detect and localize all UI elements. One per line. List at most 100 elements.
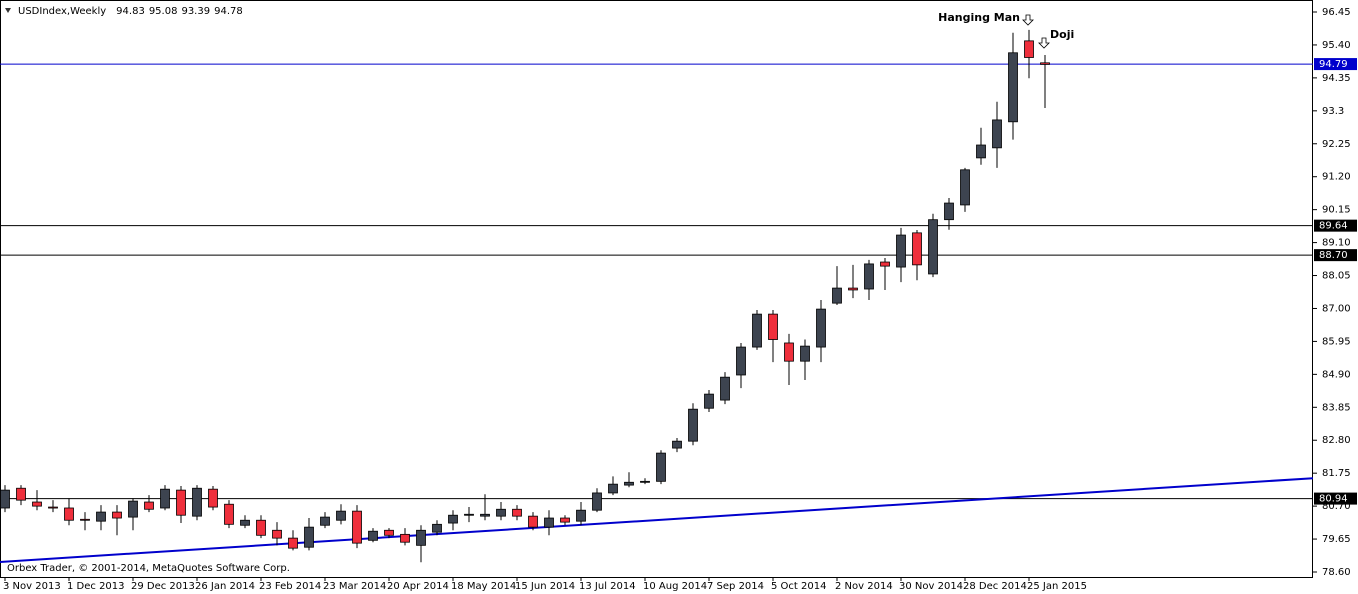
candle-body [672, 440, 682, 449]
level-label-box [1314, 219, 1357, 232]
y-tick-label: 89.10 [1322, 238, 1351, 249]
y-tick-label: 88.05 [1322, 271, 1351, 282]
x-tick-label: 28 Dec 2014 [963, 581, 1027, 592]
candle-body [800, 345, 810, 362]
x-tick-label: 20 Apr 2014 [387, 581, 449, 592]
candle-body [592, 492, 602, 511]
y-tick-label: 87.00 [1322, 303, 1351, 314]
candle-body [640, 480, 650, 483]
candle-body [112, 511, 122, 519]
candle-body [880, 261, 890, 267]
arrow [1022, 14, 1034, 26]
symbol: USDIndex,Weekly [18, 6, 106, 17]
level-label: 88.70 [1319, 250, 1348, 261]
candle-body [544, 517, 554, 528]
candle-body [224, 503, 234, 525]
candle-body [240, 519, 250, 526]
candle-body [288, 537, 298, 549]
candle-body [784, 342, 794, 362]
candle-body [128, 500, 138, 518]
candle-body [992, 119, 1002, 149]
candle-body [368, 530, 378, 541]
candle-body [144, 501, 154, 510]
candle-body [576, 509, 586, 522]
menu-triangle [5, 8, 11, 13]
candle-body [1040, 62, 1050, 65]
candle-body [704, 393, 714, 409]
candle-body [624, 481, 634, 486]
candle-body [464, 513, 474, 516]
candle-body [928, 219, 938, 275]
candle-body [656, 452, 666, 482]
x-tick-label: 3 Nov 2013 [3, 581, 61, 592]
annotation: Doji [1050, 28, 1074, 41]
candle-body [512, 508, 522, 517]
candle-body [256, 519, 266, 536]
candle-body [64, 507, 74, 521]
candle-body [336, 510, 346, 521]
candle-body [912, 232, 922, 266]
annotation: Hanging Man [938, 11, 1020, 24]
header-value: 95.08 [149, 6, 178, 17]
x-tick-label: 1 Dec 2013 [67, 581, 125, 592]
candle-body [528, 515, 538, 528]
candle-body [400, 533, 410, 543]
y-tick-label: 94.35 [1322, 73, 1351, 84]
candle-body [352, 510, 362, 544]
candle-body [80, 518, 90, 521]
candle-body [480, 513, 490, 517]
candle-body [496, 508, 506, 517]
y-tick-label: 91.20 [1322, 172, 1351, 183]
candle-body [560, 517, 570, 523]
x-tick-label: 26 Jan 2014 [195, 581, 255, 592]
candle-body [720, 376, 730, 401]
candle-body [384, 529, 394, 536]
trendline [0, 477, 1314, 563]
candle-body [304, 526, 314, 548]
y-tick-label: 79.65 [1322, 534, 1351, 545]
candle-body [608, 483, 618, 494]
arrow [1038, 37, 1050, 49]
y-tick-label: 93.3 [1322, 106, 1344, 117]
candle-body [176, 489, 186, 516]
y-tick-label: 92.25 [1322, 139, 1351, 150]
candle-body [192, 487, 202, 517]
x-tick-label: 18 May 2014 [451, 581, 516, 592]
x-tick-label: 7 Sep 2014 [707, 581, 764, 592]
y-tick-label: 80.70 [1322, 501, 1351, 512]
y-tick-label: 96.45 [1322, 7, 1351, 18]
candle-body [688, 408, 698, 442]
level-label-box [1314, 58, 1357, 71]
x-tick-label: 29 Dec 2013 [131, 581, 195, 592]
candle-body [976, 144, 986, 159]
candle-body [0, 489, 10, 509]
candle-body [16, 487, 26, 501]
x-tick-label: 10 Aug 2014 [643, 581, 707, 592]
header-value: 94.78 [214, 6, 243, 17]
y-tick-label: 78.60 [1322, 567, 1351, 578]
y-tick-label: 95.40 [1322, 40, 1351, 51]
candle-body [864, 263, 874, 290]
candle-body [32, 501, 42, 507]
candle-body [160, 488, 170, 509]
x-tick-label: 2 Nov 2014 [835, 581, 893, 592]
header-value: 94.83 [116, 6, 145, 17]
candle-body [944, 202, 954, 221]
candle-body [816, 308, 826, 348]
candle-body [416, 529, 426, 546]
candle-body [208, 488, 218, 508]
candle-body [960, 169, 970, 206]
candle-body [768, 313, 778, 340]
x-tick-label: 30 Nov 2014 [899, 581, 963, 592]
candle-body [896, 234, 906, 268]
y-tick-label: 82.80 [1322, 435, 1351, 446]
candle-body [96, 511, 106, 522]
candle-body [1024, 40, 1034, 58]
footer: Orbex Trader, © 2001-2014, MetaQuotes So… [7, 563, 290, 574]
candle-body [832, 287, 842, 304]
candle-body [48, 506, 58, 509]
candle-body [752, 313, 762, 348]
header: USDIndex,Weekly 94.83 95.08 93.39 94.78 [18, 6, 243, 17]
level-label-box [1314, 492, 1357, 505]
